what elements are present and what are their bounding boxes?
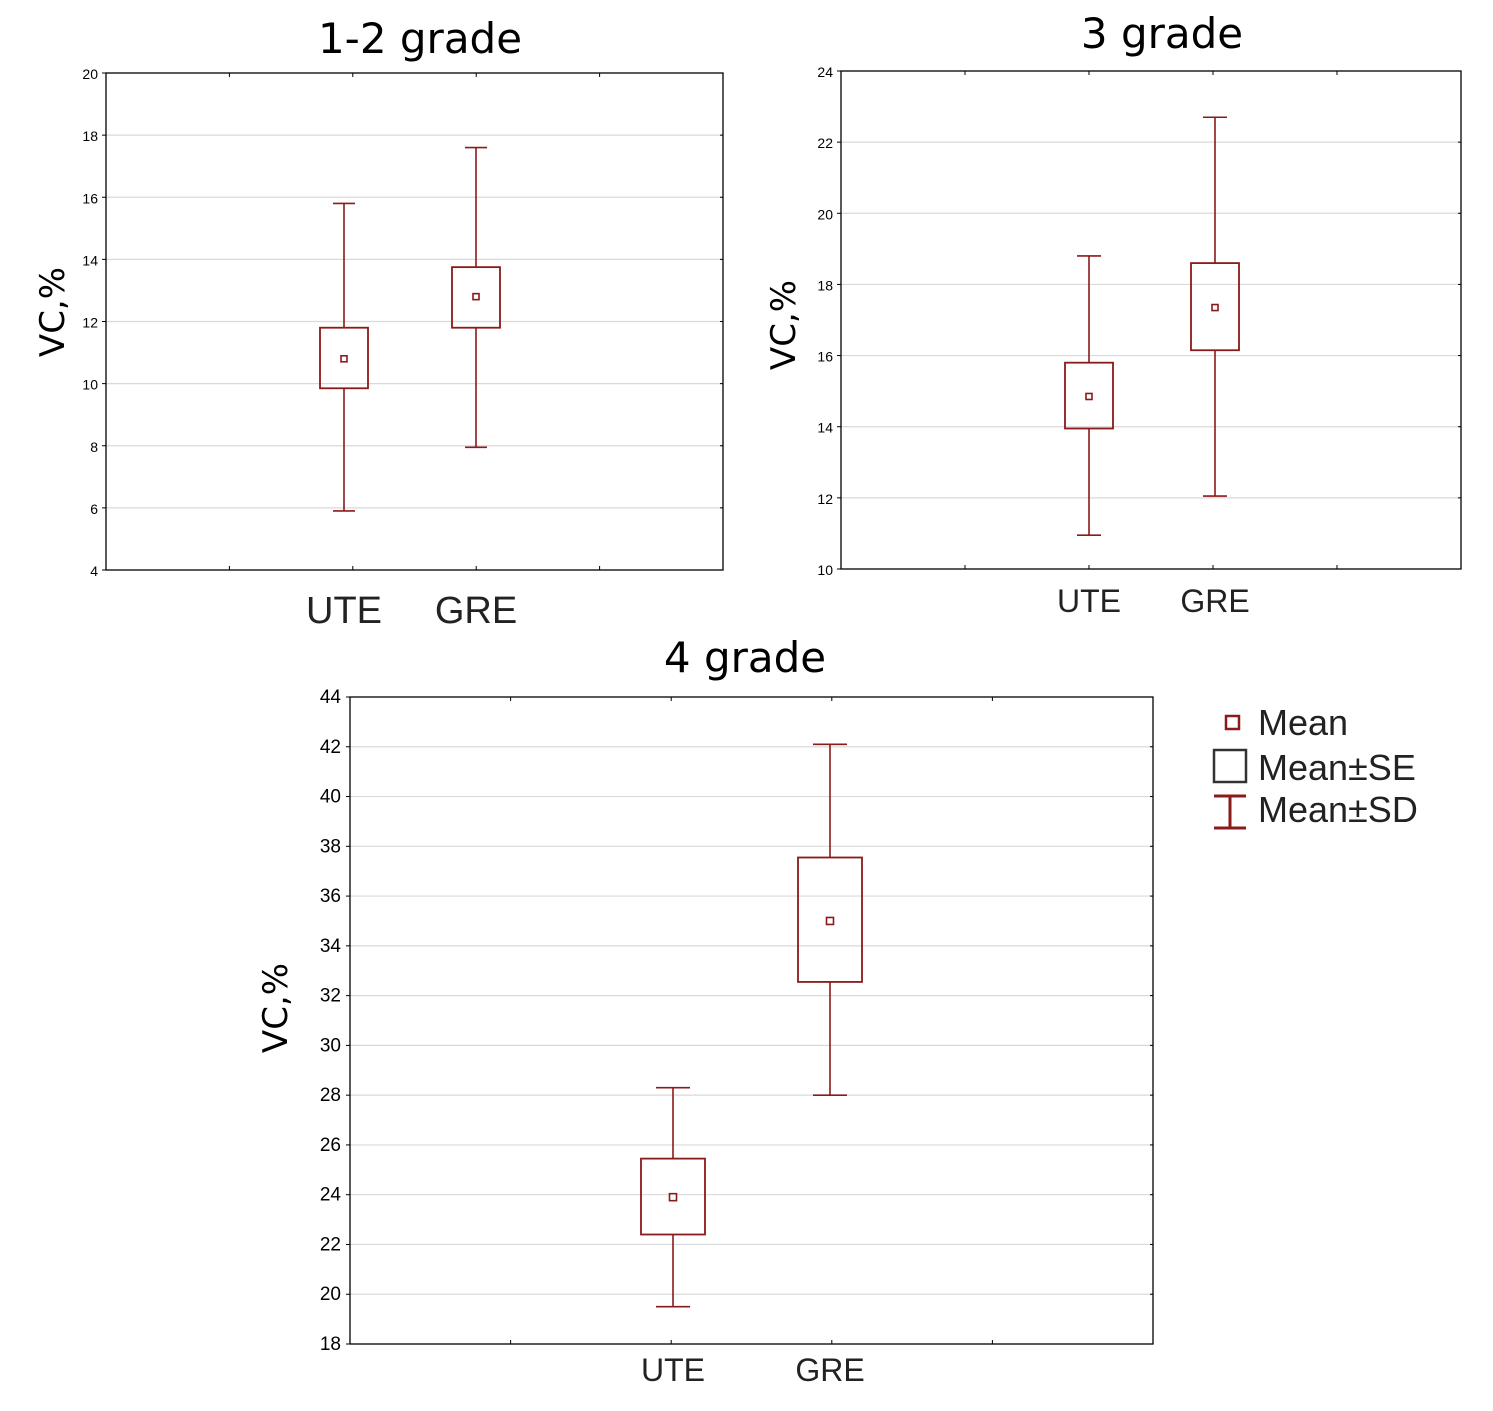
- chart-title: 1-2 grade: [318, 14, 522, 63]
- se-box: [451, 266, 501, 329]
- box-gre: [1190, 116, 1240, 497]
- y-tick-label: 40: [320, 787, 341, 808]
- x-category-label: GRE: [795, 1352, 864, 1388]
- chart-title: 3 grade: [1081, 9, 1243, 58]
- y-tick-label: 20: [817, 206, 833, 222]
- y-tick-label: 20: [320, 1284, 341, 1305]
- y-tick-label: 26: [320, 1135, 341, 1156]
- y-tick-label: 16: [82, 190, 98, 206]
- legend-mean-label: Mean: [1258, 702, 1348, 743]
- y-tick-label: 24: [817, 64, 833, 80]
- se-box: [319, 326, 369, 390]
- y-tick-label: 6: [90, 501, 98, 517]
- chart-panel-2: 10 12 14 16 18 20 22 24 UTE GRE 3 grade VC,%: [764, 9, 1462, 619]
- y-tick-label: 12: [817, 491, 833, 507]
- y-tick-label: 24: [320, 1185, 342, 1206]
- y-tick-label: 4: [90, 563, 98, 579]
- mean-marker: [1085, 392, 1093, 401]
- y-tick-label: 38: [320, 836, 341, 857]
- chart-panel-1: 4 6 8 10 12 14 16 18 20 UTE GRE 1-2 grade VC,%: [33, 14, 724, 632]
- box-gre: [797, 743, 863, 1096]
- y-tick-label: 10: [817, 562, 833, 578]
- box-ute: [319, 202, 369, 512]
- y-tick-label: 20: [82, 66, 98, 82]
- mean-marker: [825, 916, 835, 926]
- se-box: [1064, 361, 1114, 430]
- y-tick-label: 22: [817, 135, 833, 151]
- se-box: [797, 856, 863, 983]
- plot-frame: [105, 72, 724, 571]
- y-tick-label: 10: [82, 377, 98, 393]
- y-tick-label: 32: [320, 986, 341, 1007]
- y-tick-label: 18: [817, 277, 833, 293]
- y-tick-label: 22: [320, 1234, 341, 1255]
- x-category-label: GRE: [435, 590, 517, 632]
- mean-marker: [472, 292, 480, 301]
- x-category-label: UTE: [1057, 583, 1121, 619]
- se-box: [640, 1157, 706, 1236]
- y-tick-label: 44: [320, 687, 342, 708]
- box-ute: [1064, 255, 1114, 537]
- y-tick-label: 18: [320, 1334, 341, 1355]
- se-box: [1190, 262, 1240, 352]
- y-axis-label: VC,%: [764, 280, 804, 370]
- mean-marker: [340, 354, 348, 363]
- y-tick-label: 14: [82, 252, 98, 268]
- y-axis-label: VC,%: [256, 963, 296, 1053]
- y-tick-label: 36: [320, 886, 341, 907]
- y-tick-label: 12: [82, 315, 98, 331]
- y-tick-label: 18: [82, 128, 98, 144]
- box-ute: [640, 1086, 706, 1308]
- x-category-label: GRE: [1180, 583, 1249, 619]
- mean-marker: [1211, 303, 1219, 312]
- legend-se-icon: [1212, 748, 1248, 784]
- box-gre: [451, 146, 501, 449]
- legend-sd-label: Mean±SD: [1258, 789, 1418, 830]
- y-tick-label: 34: [320, 936, 342, 957]
- plot-frame: [349, 696, 1154, 1345]
- y-tick-label: 8: [90, 439, 98, 455]
- chart-panel-3: 18 20 22 24 26 28 30 32 34 36 38 40 42 44 UTE GRE 4 grad…: [256, 633, 1154, 1388]
- y-axis-label: VC,%: [33, 267, 73, 357]
- legend-mean-icon: [1224, 714, 1241, 731]
- y-tick-label: 14: [817, 420, 833, 436]
- legend-se-label: Mean±SE: [1258, 747, 1416, 788]
- x-category-label: UTE: [306, 590, 382, 632]
- x-category-label: UTE: [641, 1352, 705, 1388]
- y-tick-label: 42: [320, 737, 341, 758]
- y-tick-label: 28: [320, 1085, 341, 1106]
- y-tick-label: 30: [320, 1035, 341, 1056]
- plot-frame: [840, 70, 1462, 570]
- mean-marker: [668, 1192, 678, 1202]
- chart-title: 4 grade: [664, 633, 826, 682]
- y-tick-label: 16: [817, 349, 833, 365]
